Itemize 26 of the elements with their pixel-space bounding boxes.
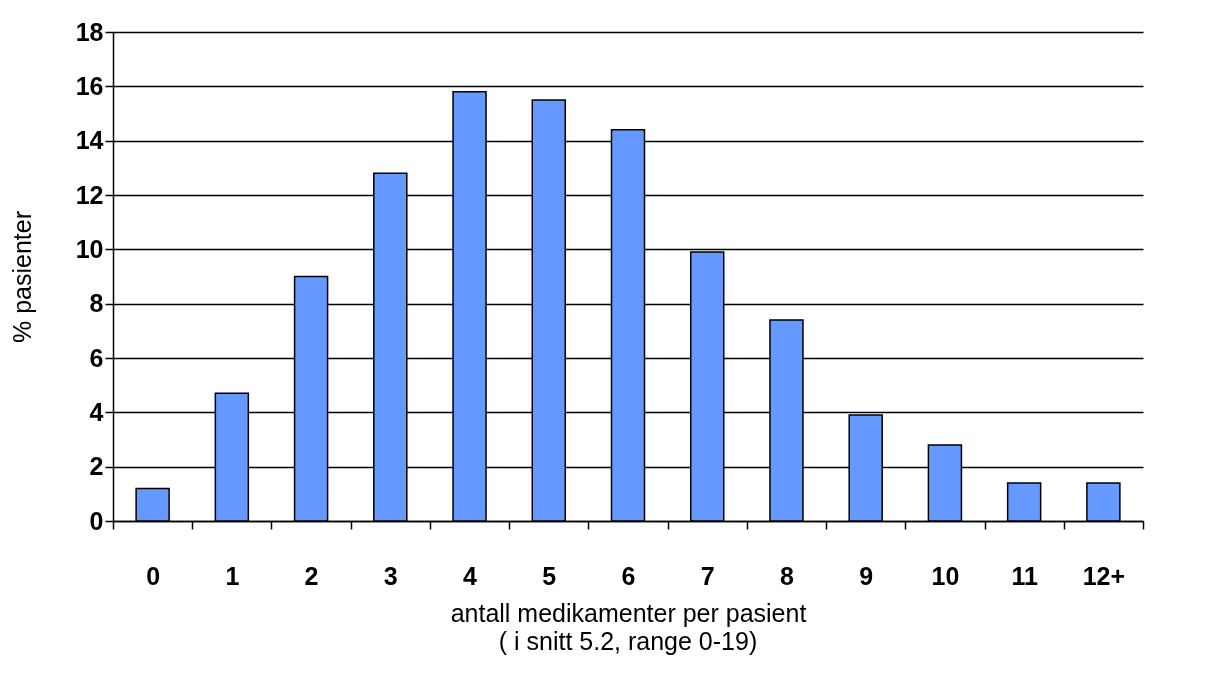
y-tick-label: 2 <box>89 452 104 481</box>
y-axis-title: % pasienter <box>7 210 36 344</box>
x-tick-label: 5 <box>542 561 557 590</box>
y-tick-label: 6 <box>89 343 104 372</box>
x-tick-label: 7 <box>700 561 715 590</box>
x-tick-label: 10 <box>931 561 960 590</box>
y-tick-label: 16 <box>75 71 104 100</box>
y-tick-label: 12 <box>75 180 104 209</box>
y-tick-label: 18 <box>75 17 104 46</box>
x-tick-label: 6 <box>621 561 636 590</box>
x-axis-title: antall medikamenter per pasient <box>450 598 807 627</box>
x-tick-label: 4 <box>463 561 478 590</box>
x-tick-label: 0 <box>146 561 161 590</box>
x-tick-label: 2 <box>304 561 319 590</box>
x-tick-label: 12+ <box>1082 561 1126 590</box>
y-tick-label: 0 <box>89 506 104 535</box>
y-tick-label: 10 <box>75 234 104 263</box>
x-tick-label: 11 <box>1011 561 1038 590</box>
y-tick-label: 14 <box>75 126 104 155</box>
x-tick-label: 9 <box>859 561 874 590</box>
y-tick-label: 8 <box>89 289 104 318</box>
x-tick-label: 3 <box>383 561 398 590</box>
y-tick-label: 4 <box>89 397 104 426</box>
x-tick-label: 1 <box>225 561 240 590</box>
text: ( i snitt 5.2, range 0-19) <box>498 627 758 655</box>
x-tick-label: 8 <box>780 561 795 590</box>
